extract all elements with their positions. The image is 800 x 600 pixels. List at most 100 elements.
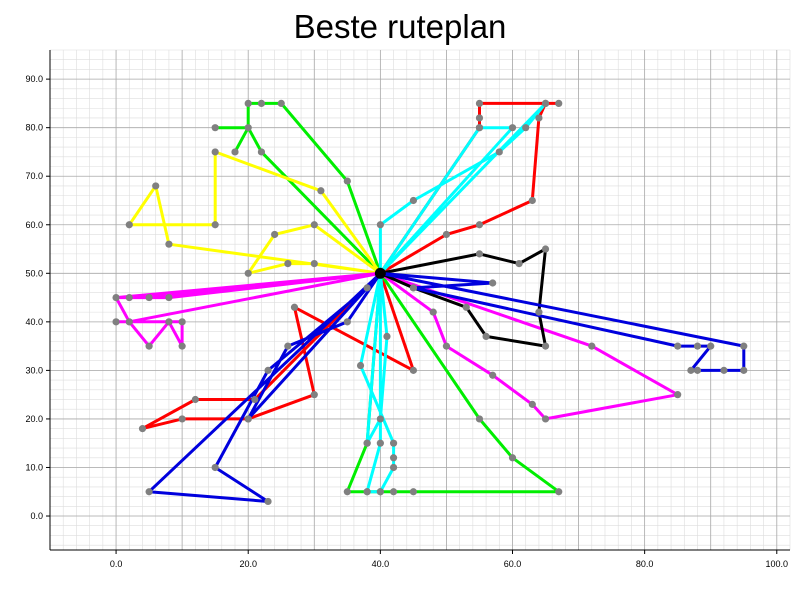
stop-point-blue [343,318,351,326]
stop-point-red [178,415,186,423]
stop-point-magenta [429,308,437,316]
route-stops [112,99,748,506]
stop-point-magenta [125,318,133,326]
stop-point-red [442,230,451,239]
stop-point-cyan [475,124,484,132]
x-tick-label: 60.0 [504,559,522,569]
x-tick-label: 0.0 [110,559,123,569]
stop-point-magenta [489,371,497,379]
stop-point-blue [244,415,252,423]
stop-point-magenta [178,342,186,350]
stop-point-yellow [125,221,133,229]
stop-point-green [475,415,484,423]
stop-point-cyan [356,361,365,370]
stop-point-magenta [674,391,682,399]
y-tick-label: 80.0 [25,123,43,133]
y-tick-label: 0.0 [30,511,43,521]
stop-point-cyan [376,488,384,496]
stop-point-magenta [112,293,120,302]
stop-point-magenta [145,342,153,350]
axes: 0.0 20.0 40.0 60.0 80.0 100.0 0.0 10.0 20.0 30.0 4… [25,50,790,569]
stop-point-blue [264,497,272,506]
stop-point-yellow [211,148,219,156]
stop-point-red [555,99,563,107]
route-series [114,101,746,503]
stop-point-blue [740,342,748,350]
stop-point-magenta [541,415,550,423]
stop-point-blue [674,342,682,350]
stop-point-yellow [284,259,292,268]
stop-point-red [535,114,543,122]
route-line-red [141,101,561,431]
stop-point-cyan [389,439,398,447]
x-tick-label: 40.0 [372,559,390,569]
stop-point-blue [145,488,153,496]
stop-point-yellow [317,187,325,195]
stop-point-red [310,391,318,399]
depot-point [374,267,386,279]
route-line-yellow [127,150,382,275]
stop-point-magenta [165,318,173,326]
stop-point-yellow [271,230,279,239]
y-tick-label: 60.0 [25,220,43,230]
stop-point-blue [284,342,292,350]
y-tick-label: 90.0 [25,74,43,84]
stop-point-green [211,124,219,132]
stop-point-blue [707,342,715,350]
stop-point-blue [720,366,728,374]
stop-point-blue [693,342,702,350]
stop-point-black [462,303,470,311]
stop-point-green [257,99,266,107]
stop-point-cyan [541,99,550,107]
stop-point-blue [264,366,272,374]
stop-point-cyan [376,221,384,229]
stop-point-magenta [165,293,173,302]
stop-point-blue [363,284,371,292]
stop-point-black [541,342,550,350]
stop-point-magenta [112,318,120,326]
stop-point-cyan [363,488,371,496]
stop-point-cyan [495,148,503,156]
stop-point-cyan [389,454,398,462]
stop-point-magenta [528,400,536,408]
x-tick-label: 20.0 [239,559,257,569]
stop-point-green [277,99,285,107]
stop-point-black [515,259,523,268]
stop-point-black [541,245,550,253]
stop-point-red [290,303,299,311]
depot [374,267,386,279]
y-tick-label: 20.0 [25,414,43,424]
chart-title: Beste ruteplan [293,8,507,45]
stop-point-red [528,196,536,205]
stop-point-magenta [442,342,451,350]
stop-point-yellow [152,182,160,190]
stop-point-black [482,332,490,341]
stop-point-red [475,221,484,229]
stop-point-cyan [383,332,391,341]
stop-point-blue [409,284,417,292]
stop-point-yellow [244,269,252,277]
y-tick-label: 40.0 [25,317,43,327]
stop-point-magenta [125,293,133,302]
stop-point-magenta [178,318,186,326]
stop-point-magenta [145,293,153,302]
stop-point-green [244,99,252,107]
y-tick-label: 10.0 [25,462,43,472]
stop-point-black [535,308,543,316]
stop-point-cyan [522,124,530,132]
stop-point-blue [489,279,497,287]
stop-point-black [475,250,484,258]
stop-point-cyan [409,196,417,205]
stop-point-green [244,124,252,132]
stop-point-red [251,395,259,404]
x-tick-label: 100.0 [766,559,789,569]
stop-point-red [191,395,199,404]
stop-point-green [343,488,351,496]
stop-point-green [389,488,398,496]
grid [49,49,791,550]
stop-point-cyan [376,415,384,423]
y-tick-label: 70.0 [25,171,43,181]
stop-point-green [508,454,517,462]
stop-point-cyan [389,463,398,472]
